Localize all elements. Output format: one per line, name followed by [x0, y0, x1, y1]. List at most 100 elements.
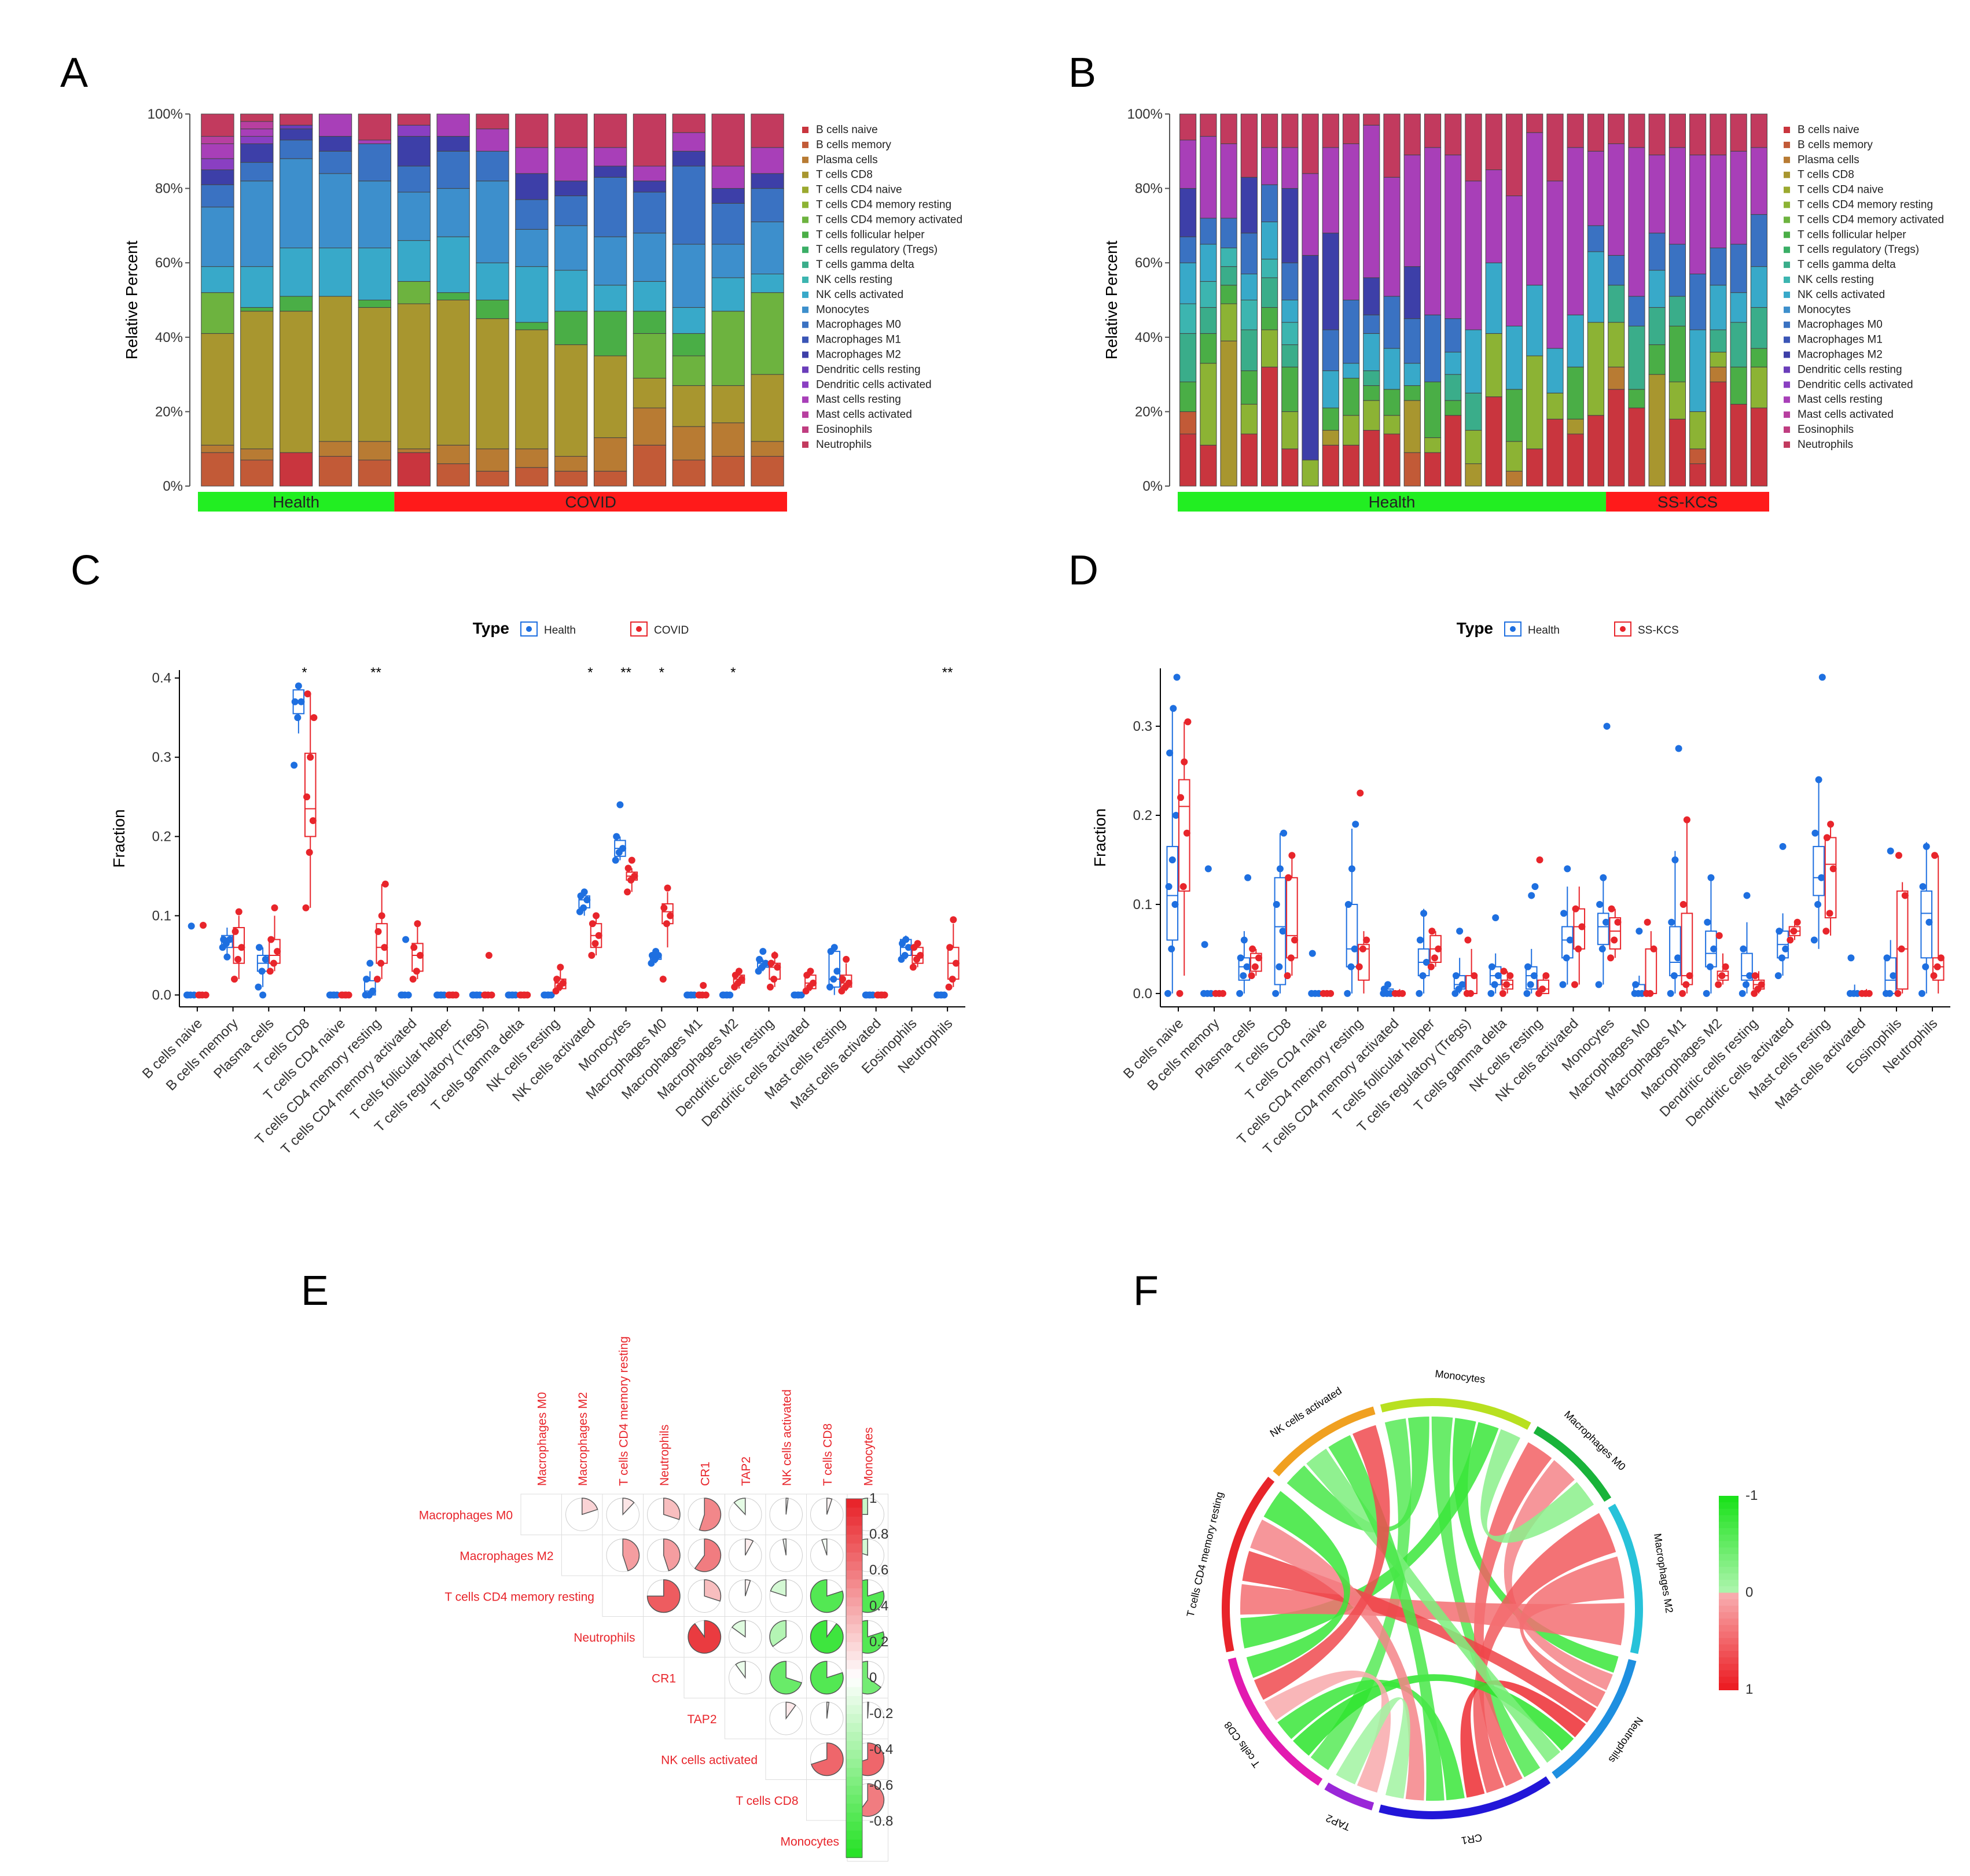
- legend-swatch: [802, 127, 808, 133]
- chord-link: [1431, 1417, 1541, 1778]
- row-label-t-cells-cd4-memory-resting: T cells CD4 memory resting: [444, 1590, 594, 1603]
- data-point: [946, 944, 954, 951]
- data-point: [438, 991, 445, 999]
- colorbar-segment: [846, 1606, 862, 1616]
- bar-segment: [1587, 113, 1605, 152]
- bar-segment: [1668, 113, 1686, 148]
- bar-segment: [358, 459, 392, 487]
- bar-segment: [1220, 218, 1237, 248]
- col-label-macrophages-m2: Macrophages M2: [576, 1392, 590, 1486]
- data-point: [774, 963, 781, 971]
- data-point: [1531, 883, 1539, 891]
- data-point: [1595, 981, 1603, 988]
- legend-swatch: [802, 321, 808, 328]
- bar-segment: [1608, 366, 1625, 390]
- legend-swatch: [802, 156, 808, 163]
- data-point: [1237, 954, 1244, 962]
- bar-segment: [318, 296, 352, 442]
- data-point: [1351, 945, 1358, 952]
- bar-segment: [1281, 344, 1299, 367]
- chord-link: [1460, 1680, 1586, 1798]
- legend-label-t-cells-cd4-memory-activated: T cells CD4 memory activated: [1798, 214, 1944, 226]
- legend-label-plasma-cells: Plasma cells: [816, 154, 878, 166]
- data-point: [1895, 852, 1902, 859]
- bar-segment: [751, 188, 784, 222]
- legend-swatch: [1784, 426, 1790, 433]
- y-tick-label: 100%: [1127, 106, 1163, 122]
- data-point: [593, 912, 600, 919]
- colorbar-segment: [1719, 1560, 1739, 1568]
- legend-swatch: [1784, 201, 1790, 208]
- bar-segment: [1424, 452, 1442, 487]
- data-point: [1536, 856, 1543, 863]
- data-point: [1272, 990, 1280, 997]
- data-point: [413, 968, 420, 975]
- data-point: [1922, 963, 1929, 970]
- bar-segment: [1383, 348, 1401, 390]
- bar-segment: [1383, 389, 1401, 416]
- data-point: [902, 936, 910, 943]
- bar-segment: [1730, 292, 1747, 323]
- data-point: [945, 983, 953, 991]
- bar-segment: [1179, 333, 1197, 382]
- data-point: [866, 991, 874, 999]
- box-body: [1597, 913, 1609, 946]
- legend-swatch: [802, 201, 808, 208]
- data-point: [226, 936, 234, 943]
- stacked-bar-chart-a: 0% 20% 40% 60% 80% 100% Relative Percent Health…: [123, 106, 962, 512]
- data-point: [628, 856, 635, 864]
- data-point: [307, 753, 314, 761]
- legend-label-monocytes: Monocytes: [1798, 304, 1851, 316]
- legend-key: [520, 621, 538, 637]
- data-point: [1722, 963, 1729, 970]
- pie-wedge: [782, 1538, 786, 1555]
- bar-segment: [1302, 255, 1319, 461]
- data-point: [1740, 945, 1747, 952]
- bar-segment: [1526, 132, 1543, 286]
- bar-segment: [280, 247, 313, 297]
- box-body: [1669, 926, 1681, 977]
- legend-key-dot: [1620, 626, 1626, 632]
- bar-segment: [1200, 363, 1217, 446]
- colorbar-label: -0.4: [869, 1742, 893, 1757]
- data-point: [405, 991, 412, 999]
- legend-swatch: [1784, 186, 1790, 193]
- bar-segment: [240, 143, 274, 163]
- pie-wedge: [699, 1498, 722, 1532]
- bar-segment: [1200, 333, 1217, 364]
- sector-arc: [1552, 1659, 1637, 1779]
- data-point: [591, 940, 599, 947]
- bar-segment: [1689, 273, 1707, 330]
- data-point: [807, 968, 814, 975]
- data-point: [1611, 936, 1618, 944]
- y-tick-label: 80%: [155, 181, 183, 197]
- legend-label-t-cells-follicular-helper: T cells follicular helper: [816, 229, 925, 241]
- legend-label-neutrophils: Neutrophils: [1798, 439, 1853, 451]
- bar-segment: [1689, 448, 1707, 464]
- colorbar-segment: [846, 1687, 862, 1697]
- chord-link: [1254, 1425, 1390, 1700]
- data-point: [1886, 990, 1894, 997]
- legend-label-t-cells-cd4-naive: T cells CD4 naive: [816, 184, 902, 196]
- bar-segment: [672, 244, 705, 308]
- data-point: [1919, 883, 1927, 891]
- data-point: [1499, 990, 1506, 997]
- data-point: [1739, 990, 1746, 997]
- bar-segment: [1383, 296, 1401, 349]
- bar-segment: [711, 385, 745, 424]
- bar-segment: [1608, 143, 1625, 256]
- data-point: [1273, 900, 1280, 908]
- colorbar-label: 0.2: [869, 1634, 888, 1650]
- bar-segment: [593, 311, 627, 356]
- colorbar-segment: [846, 1597, 862, 1607]
- data-point: [1399, 990, 1406, 997]
- legend-swatch: [802, 277, 808, 283]
- bar-segment: [1485, 396, 1502, 487]
- data-point: [1827, 821, 1835, 828]
- bar-segment: [1485, 333, 1502, 398]
- legend-swatch: [1784, 247, 1790, 253]
- bar-segment: [751, 441, 784, 457]
- colorbar-segment: [846, 1759, 862, 1768]
- data-point: [196, 991, 203, 999]
- legend-label-t-cells-cd4-memory-resting: T cells CD4 memory resting: [816, 199, 951, 211]
